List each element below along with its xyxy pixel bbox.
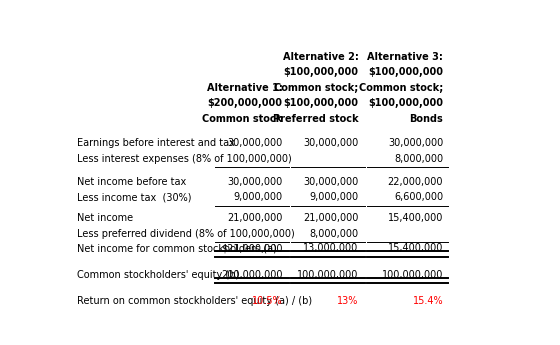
Text: Common stock;: Common stock; xyxy=(359,83,444,93)
Text: 200,000,000: 200,000,000 xyxy=(221,270,283,280)
Text: 30,000,000: 30,000,000 xyxy=(304,138,358,148)
Text: 10.5%: 10.5% xyxy=(252,296,283,306)
Text: Less interest expenses (8% of 100,000,000): Less interest expenses (8% of 100,000,00… xyxy=(77,154,291,164)
Text: Common stockholders' equity (b): Common stockholders' equity (b) xyxy=(77,270,239,280)
Text: $100,000,000: $100,000,000 xyxy=(368,98,444,108)
Text: 30,000,000: 30,000,000 xyxy=(388,138,444,148)
Text: Less preferred dividend (8% of 100,000,000): Less preferred dividend (8% of 100,000,0… xyxy=(77,229,294,239)
Text: Preferred stock: Preferred stock xyxy=(273,114,358,124)
Text: 100,000,000: 100,000,000 xyxy=(382,270,444,280)
Text: 8,000,000: 8,000,000 xyxy=(394,154,444,164)
Text: Bonds: Bonds xyxy=(409,114,444,124)
Text: Return on common stockholders' equity (a) / (b): Return on common stockholders' equity (a… xyxy=(77,296,311,306)
Text: $200,000,000: $200,000,000 xyxy=(208,98,283,108)
Text: Less income tax  (30%): Less income tax (30%) xyxy=(77,192,191,202)
Text: 6,600,000: 6,600,000 xyxy=(394,192,444,202)
Text: 9,000,000: 9,000,000 xyxy=(310,192,358,202)
Text: 15,400,000: 15,400,000 xyxy=(388,213,444,223)
Text: Earnings before interest and tax: Earnings before interest and tax xyxy=(77,138,235,148)
Text: 30,000,000: 30,000,000 xyxy=(227,177,283,187)
Text: 100,000,000: 100,000,000 xyxy=(297,270,358,280)
Text: 15,400,000: 15,400,000 xyxy=(388,243,444,253)
Text: Alternative 3:: Alternative 3: xyxy=(367,52,444,62)
Text: Net income: Net income xyxy=(77,213,133,223)
Text: 8,000,000: 8,000,000 xyxy=(310,229,358,239)
Text: 9,000,000: 9,000,000 xyxy=(234,192,283,202)
Text: Net income before tax: Net income before tax xyxy=(77,177,186,187)
Text: $100,000,000: $100,000,000 xyxy=(283,98,358,108)
Text: 30,000,000: 30,000,000 xyxy=(304,177,358,187)
Text: 13%: 13% xyxy=(337,296,358,306)
Text: Alternative 2:: Alternative 2: xyxy=(283,52,358,62)
Text: $100,000,000: $100,000,000 xyxy=(368,67,444,77)
Text: Alternative 1:: Alternative 1: xyxy=(207,83,283,93)
Text: Net income for common stockholders (a): Net income for common stockholders (a) xyxy=(77,243,277,253)
Text: Common stock;: Common stock; xyxy=(274,83,358,93)
Text: 15.4%: 15.4% xyxy=(413,296,444,306)
Text: 21,000,000: 21,000,000 xyxy=(303,213,358,223)
Text: 30,000,000: 30,000,000 xyxy=(227,138,283,148)
Text: 21,000,000: 21,000,000 xyxy=(227,213,283,223)
Text: 22,000,000: 22,000,000 xyxy=(388,177,444,187)
Text: 13,000,000: 13,000,000 xyxy=(304,243,358,253)
Text: $21,000,000: $21,000,000 xyxy=(221,243,283,253)
Text: $100,000,000: $100,000,000 xyxy=(283,67,358,77)
Text: Common stock: Common stock xyxy=(202,114,283,124)
